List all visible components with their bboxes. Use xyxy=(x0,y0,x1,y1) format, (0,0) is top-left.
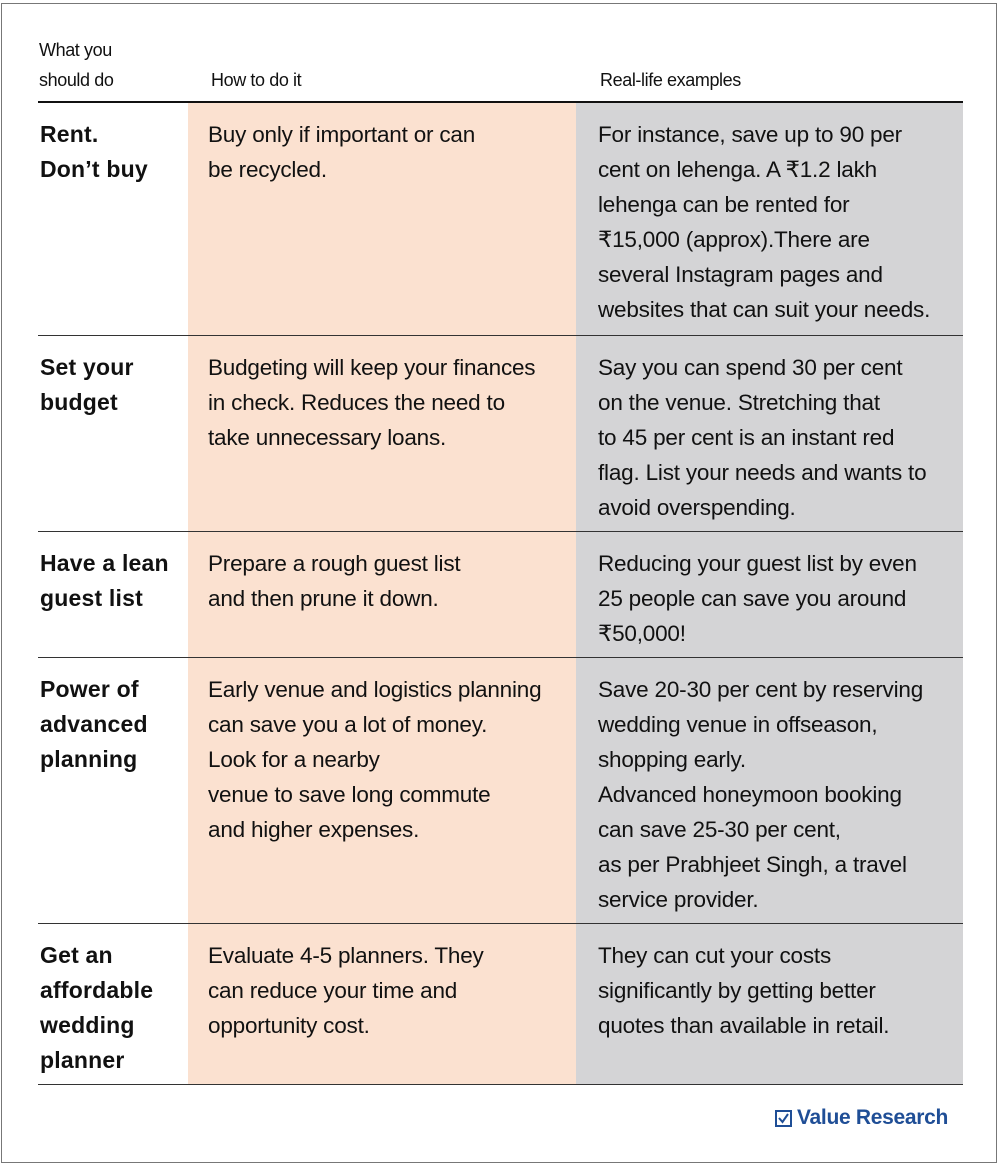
table-row: Rent. Don’t buy Buy only if important or… xyxy=(38,103,963,336)
header-examples: Real-life examples xyxy=(600,70,741,90)
table-row: Get an affordable wedding planner Evalua… xyxy=(38,924,963,1085)
table-row: Power of advanced planning Early venue a… xyxy=(38,658,963,924)
what-cell: Get an affordable wedding planner xyxy=(40,942,154,1073)
header-what: What you should do xyxy=(39,40,114,90)
page-frame xyxy=(1,3,997,1163)
example-cell: For instance, save up to 90 per cent on … xyxy=(576,103,963,335)
table-row: Have a lean guest list Prepare a rough g… xyxy=(38,532,963,658)
value-research-logo: Value Research xyxy=(775,1106,948,1130)
what-cell: Set your budget xyxy=(40,354,134,415)
checkbox-icon xyxy=(775,1109,792,1127)
how-cell: Buy only if important or can be recycled… xyxy=(188,103,576,335)
tips-table: Rent. Don’t buy Buy only if important or… xyxy=(38,103,963,1085)
how-cell: Early venue and logistics planning can s… xyxy=(188,658,576,923)
example-cell: They can cut your costs significantly by… xyxy=(576,924,963,1084)
header-rule xyxy=(38,101,963,103)
example-cell: Say you can spend 30 per cent on the ven… xyxy=(576,336,963,531)
how-cell: Prepare a rough guest list and then prun… xyxy=(188,532,576,657)
example-cell: Reducing your guest list by even 25 peop… xyxy=(576,532,963,657)
what-cell: Have a lean guest list xyxy=(40,550,169,611)
what-cell: Rent. Don’t buy xyxy=(40,121,148,182)
header-how: How to do it xyxy=(211,70,302,90)
what-cell: Power of advanced planning xyxy=(40,676,148,772)
table-row: Set your budget Budgeting will keep your… xyxy=(38,336,963,532)
how-cell: Budgeting will keep your finances in che… xyxy=(188,336,576,531)
example-cell: Save 20-30 per cent by reserving wedding… xyxy=(576,658,963,923)
how-cell: Evaluate 4-5 planners. They can reduce y… xyxy=(188,924,576,1084)
logo-text: Value Research xyxy=(797,1106,949,1129)
